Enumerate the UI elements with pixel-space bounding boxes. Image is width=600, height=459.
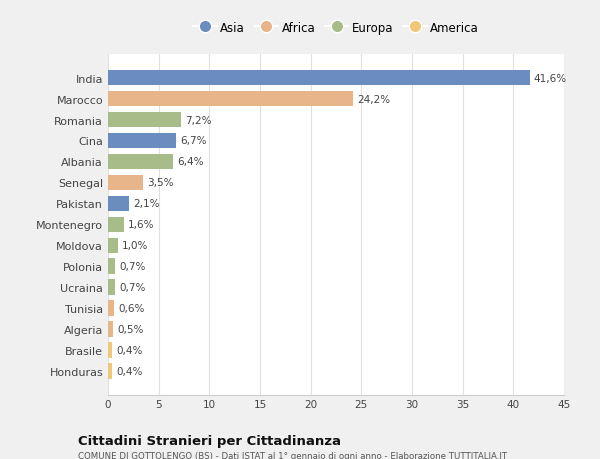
- Bar: [108, 259, 115, 274]
- Bar: [108, 91, 353, 107]
- Text: 0,5%: 0,5%: [117, 325, 143, 335]
- Bar: [108, 217, 124, 233]
- Text: Cittadini Stranieri per Cittadinanza: Cittadini Stranieri per Cittadinanza: [78, 434, 341, 447]
- Bar: [108, 71, 530, 86]
- Bar: [108, 175, 143, 191]
- Text: COMUNE DI GOTTOLENGO (BS) - Dati ISTAT al 1° gennaio di ogni anno - Elaborazione: COMUNE DI GOTTOLENGO (BS) - Dati ISTAT a…: [78, 451, 507, 459]
- Bar: [108, 196, 129, 212]
- Text: 0,7%: 0,7%: [119, 262, 146, 272]
- Text: 0,4%: 0,4%: [116, 366, 142, 376]
- Text: 7,2%: 7,2%: [185, 115, 212, 125]
- Text: 1,6%: 1,6%: [128, 220, 155, 230]
- Bar: [108, 112, 181, 128]
- Text: 0,6%: 0,6%: [118, 304, 145, 313]
- Text: 3,5%: 3,5%: [148, 178, 174, 188]
- Legend: Asia, Africa, Europa, America: Asia, Africa, Europa, America: [188, 17, 484, 39]
- Bar: [108, 154, 173, 170]
- Bar: [108, 280, 115, 296]
- Text: 41,6%: 41,6%: [533, 73, 567, 84]
- Bar: [108, 343, 112, 358]
- Bar: [108, 322, 113, 337]
- Text: 1,0%: 1,0%: [122, 241, 149, 251]
- Bar: [108, 133, 176, 149]
- Text: 6,7%: 6,7%: [180, 136, 206, 146]
- Text: 0,4%: 0,4%: [116, 346, 142, 356]
- Text: 0,7%: 0,7%: [119, 283, 146, 293]
- Bar: [108, 364, 112, 379]
- Bar: [108, 301, 114, 317]
- Bar: [108, 238, 118, 254]
- Text: 2,1%: 2,1%: [133, 199, 160, 209]
- Text: 6,4%: 6,4%: [177, 157, 203, 167]
- Text: 24,2%: 24,2%: [357, 94, 391, 104]
